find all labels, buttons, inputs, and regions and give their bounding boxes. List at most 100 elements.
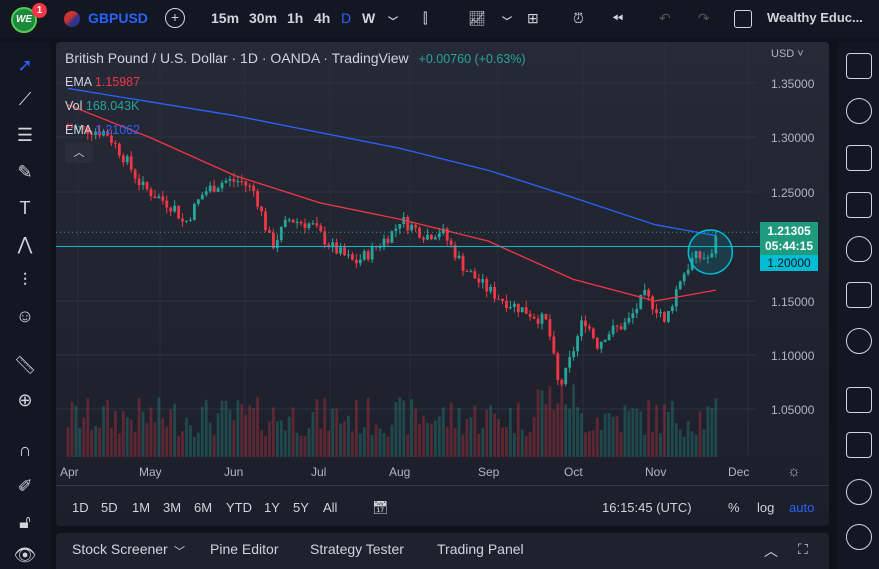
pattern-icon[interactable]: ⋀ xyxy=(17,234,33,254)
interval-w[interactable]: W xyxy=(362,10,376,26)
collapse-legend-button[interactable]: ︿ xyxy=(65,143,93,163)
currency-selector[interactable]: USD ˅ xyxy=(771,48,804,60)
messages-icon[interactable] xyxy=(846,432,872,458)
candle-body xyxy=(505,300,508,309)
auto-toggle[interactable]: auto xyxy=(789,500,815,515)
chevron-down-icon[interactable]: ﹀ xyxy=(388,17,398,28)
magnet-icon[interactable]: ∩ xyxy=(18,440,32,460)
range-1y[interactable]: 1Y xyxy=(264,500,280,515)
volume-bar xyxy=(287,416,291,457)
volume-bar xyxy=(323,398,327,457)
candle-body xyxy=(327,244,331,248)
price-change: +0.00760 (+0.63%) xyxy=(418,52,526,66)
candle-type-icon[interactable]: ⫿ xyxy=(423,10,428,26)
tab-pine-editor[interactable]: Pine Editor xyxy=(210,541,279,557)
interval-15m[interactable]: 15m xyxy=(211,10,240,26)
interval-d[interactable]: D xyxy=(341,10,352,26)
volume-bar xyxy=(414,408,417,457)
chevron-up-icon[interactable]: ︿ xyxy=(764,543,778,559)
volume-bar xyxy=(390,424,394,457)
text-icon[interactable]: T xyxy=(19,198,31,218)
trendline-icon[interactable]: ⟋ xyxy=(18,89,32,109)
add-symbol-icon[interactable]: + xyxy=(165,8,185,28)
chart-panel[interactable]: British Pound / U.S. Dollar · 1D · OANDA… xyxy=(56,42,829,526)
layout-name[interactable]: Wealthy Educ... xyxy=(767,10,863,25)
volume-bar xyxy=(256,397,259,457)
circle-annotation[interactable] xyxy=(687,229,734,275)
fullscreen-checkbox-icon[interactable] xyxy=(734,10,752,28)
eye-icon[interactable]: 👁︎ xyxy=(13,545,37,565)
settings-gear-icon[interactable]: ☼ xyxy=(787,463,801,480)
volume-bar xyxy=(437,416,441,457)
volume-bar xyxy=(82,417,86,457)
alarm-icon[interactable] xyxy=(846,98,872,124)
candle-body xyxy=(303,223,307,229)
prediction-icon[interactable]: ⫶ xyxy=(22,270,28,290)
ema-fast-line xyxy=(67,104,716,302)
calendar-icon[interactable] xyxy=(846,282,872,308)
templates-icon[interactable]: ⊞ xyxy=(527,10,539,26)
volume-bar xyxy=(564,404,568,457)
symbol-search[interactable]: GBPUSD xyxy=(88,10,148,26)
interval-1h[interactable]: 1h xyxy=(287,10,304,26)
percent-toggle[interactable]: % xyxy=(728,500,740,515)
zoom-icon[interactable]: ⊕ xyxy=(17,390,33,410)
hotlist-icon[interactable] xyxy=(846,236,872,262)
ideas-icon[interactable] xyxy=(846,328,872,354)
help-icon[interactable] xyxy=(846,524,872,550)
undo-icon[interactable]: ↶ xyxy=(659,10,671,26)
volume-bar xyxy=(74,405,78,457)
price-chart[interactable] xyxy=(56,42,829,485)
volume-bar xyxy=(631,408,635,457)
log-toggle[interactable]: log xyxy=(757,500,775,515)
volume-bar xyxy=(94,425,98,457)
range-all[interactable]: All xyxy=(323,500,338,515)
candle-body xyxy=(354,259,358,264)
range-5d[interactable]: 5D xyxy=(101,500,118,515)
emoji-icon[interactable]: ☺ xyxy=(15,306,35,326)
volume-bar xyxy=(398,397,402,457)
fib-icon[interactable]: ☰ xyxy=(16,125,34,145)
interval-4h[interactable]: 4h xyxy=(314,10,331,26)
tab-strategy-tester[interactable]: Strategy Tester xyxy=(310,541,404,557)
volume-bar xyxy=(714,398,718,457)
range-1m[interactable]: 1M xyxy=(132,500,151,515)
candle-body xyxy=(485,279,489,292)
clock-time[interactable]: 16:15:45 (UTC) xyxy=(602,500,692,515)
volume-bar xyxy=(208,422,212,457)
volume-bar xyxy=(659,433,662,457)
indicator-volume[interactable]: Vol 168.043K xyxy=(65,99,140,113)
ruler-icon[interactable]: 📏︎ xyxy=(13,355,37,375)
range-3m[interactable]: 3M xyxy=(163,500,182,515)
replay-icon[interactable]: ⏪︎ xyxy=(612,10,624,26)
indicator-ema-fast[interactable]: EMA 1.15987 xyxy=(65,75,141,89)
range-6m[interactable]: 6M xyxy=(194,500,213,515)
chevron-down-icon[interactable]: ﹀ xyxy=(502,17,512,28)
watchlist-icon[interactable] xyxy=(846,53,872,79)
volume-bar xyxy=(667,412,670,457)
chat-icon[interactable] xyxy=(846,387,872,413)
interval-30m[interactable]: 30m xyxy=(249,10,278,26)
add-list-icon[interactable] xyxy=(846,192,872,218)
brush-icon[interactable]: ✎ xyxy=(17,162,33,182)
redo-icon[interactable]: ↷ xyxy=(698,10,710,26)
volume-bar xyxy=(422,415,425,457)
range-1d[interactable]: 1D xyxy=(72,500,89,515)
candle-body xyxy=(698,251,702,259)
candle-body xyxy=(710,253,714,258)
chevron-down-icon[interactable]: ﹀ xyxy=(174,546,185,558)
news-icon[interactable] xyxy=(846,145,872,171)
range-ytd[interactable]: YTD xyxy=(226,500,252,515)
lock-drawing-icon[interactable]: ✐ xyxy=(17,476,33,496)
indicators-icon[interactable]: 📈︎ xyxy=(468,10,486,26)
range-5y[interactable]: 5Y xyxy=(293,500,309,515)
alert-icon[interactable]: ⏰︎ xyxy=(573,10,584,26)
lock-icon[interactable]: 🔓︎ xyxy=(19,512,31,532)
tab-stock-screener[interactable]: Stock Screener xyxy=(72,541,168,557)
cursor-icon[interactable]: ➚ xyxy=(17,55,33,75)
indicator-ema-slow[interactable]: EMA 1.21062 xyxy=(65,123,141,137)
maximize-icon[interactable]: ⛶ xyxy=(798,541,808,557)
signal-icon[interactable] xyxy=(846,479,872,505)
date-range-icon[interactable]: 📅︎ xyxy=(372,500,389,515)
tab-trading-panel[interactable]: Trading Panel xyxy=(437,541,524,557)
